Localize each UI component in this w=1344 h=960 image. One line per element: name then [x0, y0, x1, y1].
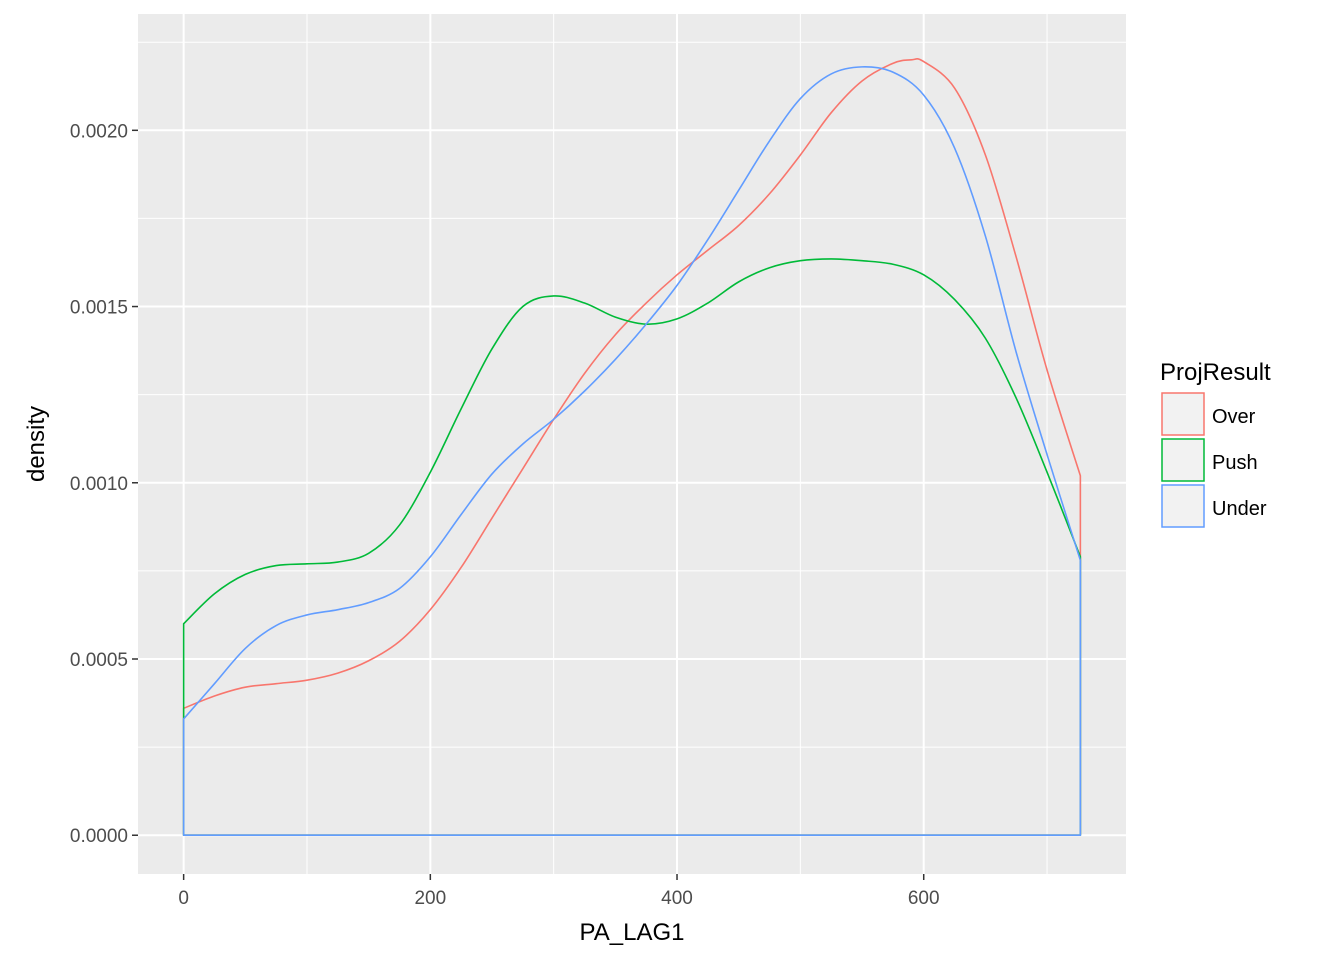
series-layer: [182, 58, 1082, 837]
series-over-density-line: [182, 58, 1082, 837]
y-tick-label: 0.0000: [70, 826, 128, 847]
series-push-density-line: [182, 258, 1082, 837]
legend-key-over: [1161, 392, 1205, 436]
y-axis: 0.0000 0.0005 0.0010 0.0015 0.0020: [70, 121, 138, 847]
legend-label-under: Under: [1212, 498, 1267, 520]
legend-label-over: Over: [1212, 406, 1256, 428]
y-tick-label: 0.0005: [70, 650, 128, 671]
panel-background: [138, 14, 1126, 874]
y-tick-label: 0.0020: [70, 121, 128, 142]
x-tick-label: 600: [908, 888, 940, 909]
legend-title: ProjResult: [1160, 359, 1271, 386]
x-axis: 0 200 400 600: [178, 874, 940, 909]
legend: ProjResult Over Push Under: [1160, 359, 1271, 528]
x-tick-label: 400: [661, 888, 693, 909]
legend-label-push: Push: [1212, 452, 1258, 474]
x-tick-label: 200: [414, 888, 446, 909]
minor-grid: [138, 14, 1126, 874]
y-axis-title: density: [23, 406, 50, 482]
x-tick-label: 0: [178, 888, 189, 909]
legend-key-push: [1161, 438, 1205, 482]
series-under-density-line: [182, 66, 1082, 837]
y-tick-label: 0.0015: [70, 298, 128, 319]
x-axis-title: PA_LAG1: [580, 919, 685, 946]
legend-key-under: [1161, 484, 1205, 528]
y-tick-label: 0.0010: [70, 474, 128, 495]
